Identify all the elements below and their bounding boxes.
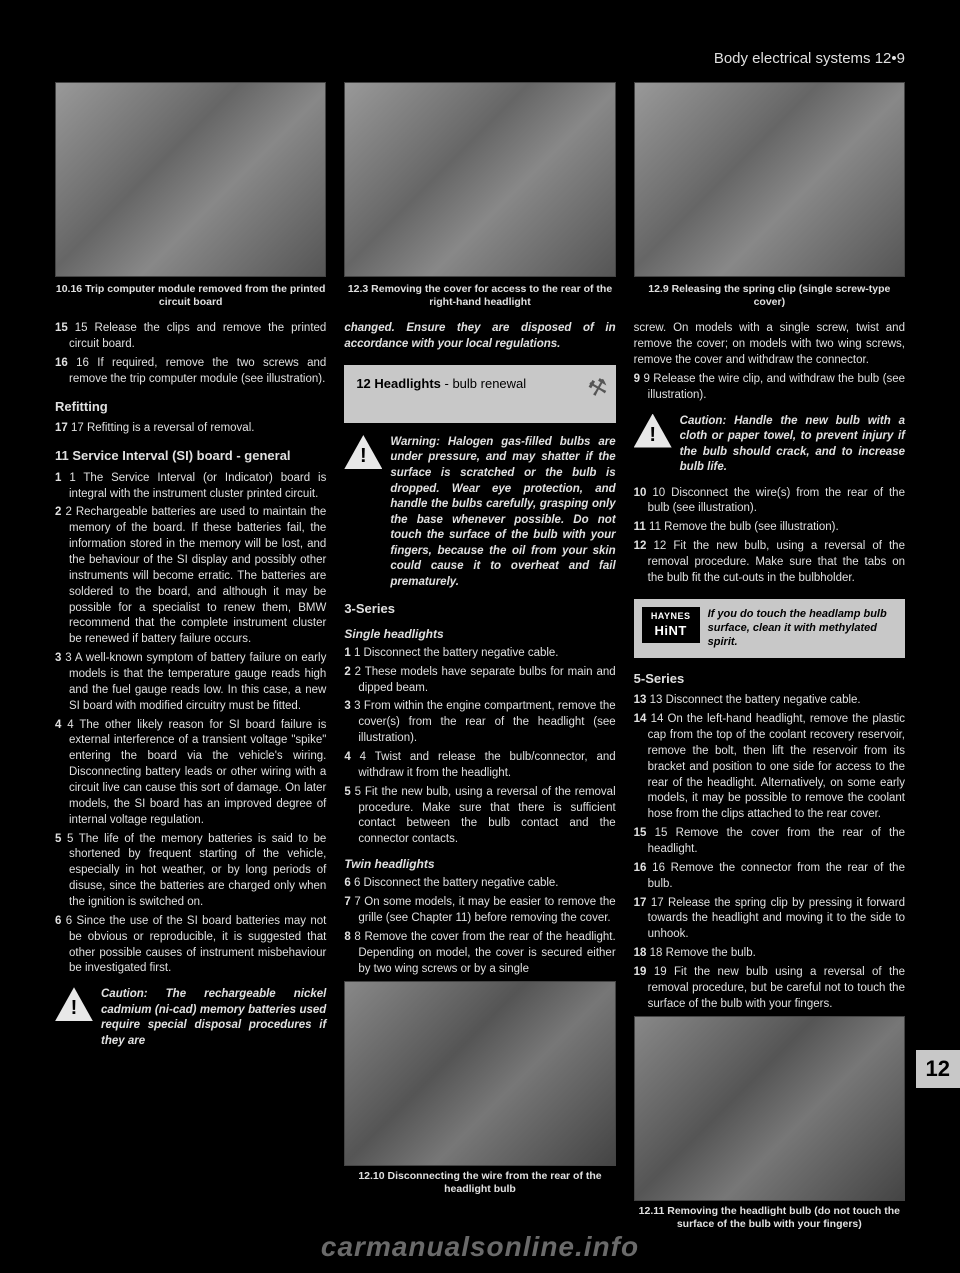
- para-12-9: 9 9 Release the wire clip, and withdraw …: [634, 372, 905, 404]
- caption-12-11: 12.11 Removing the headlight bulb (do no…: [634, 1205, 905, 1231]
- para-12-8: 8 8 Remove the cover from the rear of th…: [344, 930, 615, 978]
- text-12-10: 10 Disconnect the wire(s) from the rear …: [648, 487, 905, 515]
- text-12-4: 4 Twist and release the bulb/connector, …: [358, 751, 615, 779]
- para-12-17: 17 17 Release the spring clip by pressin…: [634, 896, 905, 944]
- para-15: 15 15 Release the clips and remove the p…: [55, 321, 326, 353]
- para-12-6: 6 6 Disconnect the battery negative cabl…: [344, 876, 615, 892]
- photo-remove-bulb: [634, 1016, 905, 1201]
- para-11-4: 4 4 The other likely reason for SI board…: [55, 718, 326, 829]
- para-12-13: 13 13 Disconnect the battery negative ca…: [634, 693, 905, 709]
- heading-11-si-board: 11 Service Interval (SI) board - general: [55, 447, 326, 465]
- para-12-11: 11 11 Remove the bulb (see illustration)…: [634, 520, 905, 536]
- para-12-14: 14 14 On the left-hand headlight, remove…: [634, 712, 905, 823]
- subheading-single-headlights: Single headlights: [344, 626, 615, 642]
- chapter-tab: 12: [916, 1050, 960, 1088]
- para-11-5: 5 5 The life of the memory batteries is …: [55, 832, 326, 911]
- para-12-12: 12 12 Fit the new bulb, using a reversal…: [634, 539, 905, 587]
- caption-12-3: 12.3 Removing the cover for access to th…: [344, 283, 615, 309]
- hint-brand-bot: HiNT: [642, 622, 700, 640]
- text-12-13: 13 Disconnect the battery negative cable…: [650, 694, 861, 706]
- watermark: carmanualsonline.info: [0, 1231, 960, 1263]
- text-12-8: 8 Remove the cover from the rear of the …: [354, 931, 615, 975]
- hint-brand-top: HAYNES: [642, 610, 700, 622]
- para-11-6: 6 6 Since the use of the SI board batter…: [55, 914, 326, 977]
- caution-handle-bulb: Caution: Handle the new bulb with a clot…: [634, 414, 905, 476]
- text-12-19: 19 Fit the new bulb using a reversal of …: [648, 966, 905, 1010]
- heading-refitting: Refitting: [55, 398, 326, 416]
- text-11-2: 2 Rechargeable batteries are used to mai…: [65, 506, 326, 645]
- warning-halogen-text: Warning: Halogen gas-filled bulbs are un…: [390, 435, 615, 590]
- para-11-3: 3 3 A well-known symptom of battery fail…: [55, 651, 326, 714]
- text-12-5: 5 Fit the new bulb, using a reversal of …: [355, 786, 616, 846]
- para-12-7: 7 7 On some models, it may be easier to …: [344, 895, 615, 927]
- para-11-2: 2 2 Rechargeable batteries are used to m…: [55, 505, 326, 648]
- text-12-1: 1 Disconnect the battery negative cable.: [354, 647, 559, 659]
- subheading-twin-headlights: Twin headlights: [344, 856, 615, 872]
- text-11-4: 4 The other likely reason for SI board f…: [67, 719, 326, 826]
- photo-headlight-cover: [344, 82, 615, 277]
- text-12-17: 17 Release the spring clip by pressing i…: [648, 897, 905, 941]
- column-3: 12.9 Releasing the spring clip (single s…: [634, 82, 905, 1243]
- caution-handle-bulb-text: Caution: Handle the new bulb with a clot…: [680, 414, 905, 476]
- text-11-3: 3 A well-known symptom of battery failur…: [65, 652, 326, 712]
- text-11-6: 6 Since the use of the SI board batterie…: [66, 915, 327, 975]
- para-cont-8: screw. On models with a single screw, tw…: [634, 321, 905, 369]
- photo-disconnect-wire: [344, 981, 615, 1166]
- caption-10-16: 10.16 Trip computer module removed from …: [55, 283, 326, 309]
- caption-12-9: 12.9 Releasing the spring clip (single s…: [634, 283, 905, 309]
- section-12-sub: - bulb renewal: [441, 376, 526, 391]
- wrench-difficulty-icon: ⚒: [584, 371, 611, 405]
- haynes-hint-box: HAYNES HiNT If you do touch the headlamp…: [634, 599, 905, 658]
- section-12-box: 12 Headlights - bulb renewal ⚒: [344, 365, 615, 423]
- haynes-hint-badge: HAYNES HiNT: [642, 607, 700, 644]
- text-12-18: 18 Remove the bulb.: [650, 947, 756, 959]
- caution-continuation: changed. Ensure they are disposed of in …: [344, 321, 615, 353]
- text-11-1: 1 The Service Interval (or Indicator) bo…: [69, 472, 326, 500]
- caution-nicad: Caution: The rechargeable nickel cadmium…: [55, 987, 326, 1049]
- column-1: 10.16 Trip computer module removed from …: [55, 82, 326, 1243]
- text-12-16: 16 Remove the connector from the rear of…: [648, 862, 905, 890]
- text-11-5: 5 The life of the memory batteries is sa…: [67, 833, 326, 908]
- column-2: 12.3 Removing the cover for access to th…: [344, 82, 615, 1243]
- caption-12-10: 12.10 Disconnecting the wire from the re…: [344, 1170, 615, 1196]
- text-17: 17 Refitting is a reversal of removal.: [71, 422, 254, 434]
- warning-icon: [55, 987, 93, 1021]
- heading-5series: 5-Series: [634, 670, 905, 688]
- text-12-7: 7 On some models, it may be easier to re…: [354, 896, 615, 924]
- section-12-num: 12: [356, 376, 370, 391]
- text-12-14: 14 On the left-hand headlight, remove th…: [648, 713, 905, 820]
- para-12-3: 3 3 From within the engine compartment, …: [344, 699, 615, 747]
- page-header: Body electrical systems 12•9: [55, 50, 905, 67]
- para-12-15: 15 15 Remove the cover from the rear of …: [634, 826, 905, 858]
- text-12-2: 2 These models have separate bulbs for m…: [355, 666, 616, 694]
- text-12-6: 6 Disconnect the battery negative cable.: [354, 877, 559, 889]
- warning-icon: [344, 435, 382, 469]
- hint-text: If you do touch the headlamp bulb surfac…: [708, 607, 897, 650]
- para-16: 16 16 If required, remove the two screws…: [55, 356, 326, 388]
- warning-halogen: Warning: Halogen gas-filled bulbs are un…: [344, 435, 615, 590]
- para-12-1: 1 1 Disconnect the battery negative cabl…: [344, 646, 615, 662]
- text-12-3: 3 From within the engine compartment, re…: [354, 700, 616, 744]
- photo-trip-computer: [55, 82, 326, 277]
- text-12-9: 9 Release the wire clip, and withdraw th…: [643, 373, 905, 401]
- para-12-5: 5 5 Fit the new bulb, using a reversal o…: [344, 785, 615, 848]
- para-12-16: 16 16 Remove the connector from the rear…: [634, 861, 905, 893]
- text-12-11: 11 Remove the bulb (see illustration).: [649, 521, 839, 533]
- para-11-1: 1 1 The Service Interval (or Indicator) …: [55, 471, 326, 503]
- heading-3series: 3-Series: [344, 600, 615, 618]
- warning-icon: [634, 414, 672, 448]
- para-12-4: 4 4 Twist and release the bulb/connector…: [344, 750, 615, 782]
- caution-nicad-text: Caution: The rechargeable nickel cadmium…: [101, 987, 326, 1049]
- para-17: 17 17 Refitting is a reversal of removal…: [55, 421, 326, 437]
- text-12-12: 12 Fit the new bulb, using a reversal of…: [648, 540, 905, 584]
- para-12-10: 10 10 Disconnect the wire(s) from the re…: [634, 486, 905, 518]
- para-12-19: 19 19 Fit the new bulb using a reversal …: [634, 965, 905, 1013]
- para-12-2: 2 2 These models have separate bulbs for…: [344, 665, 615, 697]
- text-12-15: 15 Remove the cover from the rear of the…: [648, 827, 905, 855]
- text-15: 15 Release the clips and remove the prin…: [69, 322, 326, 350]
- para-12-18: 18 18 Remove the bulb.: [634, 946, 905, 962]
- section-12-title: Headlights: [374, 376, 440, 391]
- text-16: 16 If required, remove the two screws an…: [69, 357, 326, 385]
- photo-spring-clip: [634, 82, 905, 277]
